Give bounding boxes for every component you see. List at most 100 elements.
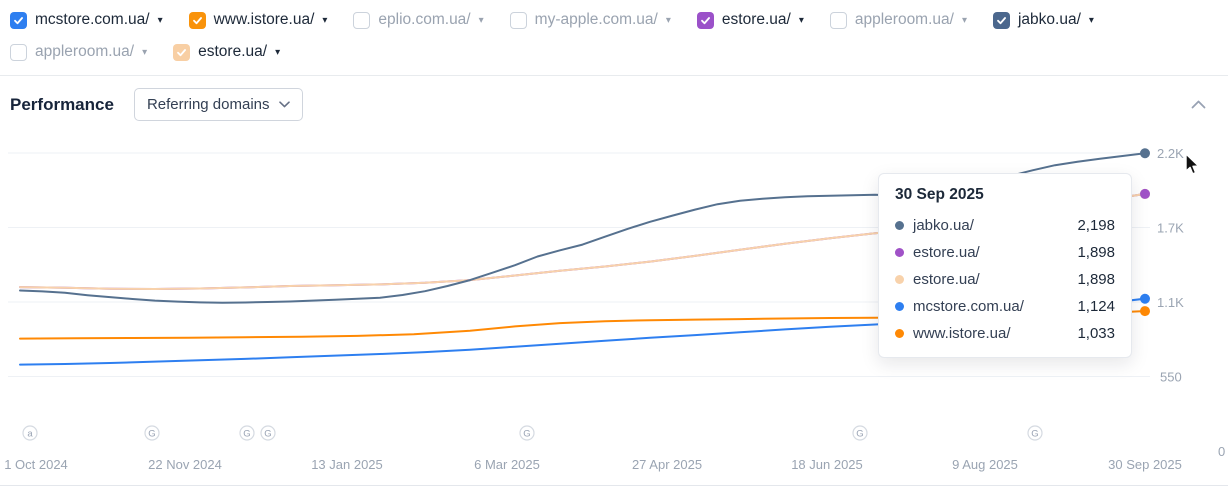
checked-checkbox[interactable]: [696, 11, 714, 29]
tooltip-row: estore.ua/1,898: [895, 239, 1115, 266]
series-end-dot[interactable]: [1140, 188, 1150, 199]
domain-filter-chip[interactable]: my-apple.com.ua/ ▾: [509, 10, 671, 30]
tooltip-rows: jabko.ua/2,198 estore.ua/1,898 estore.ua/1…: [895, 212, 1115, 347]
google-update-marker-icon[interactable]: [519, 425, 535, 441]
unchecked-checkbox[interactable]: [509, 11, 527, 29]
google-update-marker-label: G: [243, 429, 250, 440]
google-update-marker-label: G: [1031, 429, 1038, 440]
domain-filter-bar: mcstore.com.ua/▾ www.istore.ua/▾ eplio.com…: [0, 0, 1228, 76]
checked-checkbox[interactable]: [188, 11, 206, 29]
series-color-dot: [895, 221, 904, 230]
domain-label: appleroom.ua/: [854, 11, 954, 28]
series-color-dot: [895, 248, 904, 257]
tooltip-series-name: jabko.ua/: [913, 217, 974, 234]
tooltip-series-value: 1,124: [1077, 298, 1115, 315]
x-axis-label: 27 Apr 2025: [632, 457, 702, 472]
chart-tooltip: 30 Sep 2025 jabko.ua/2,198 estore.ua/1,89…: [878, 173, 1132, 358]
domain-label: my-apple.com.ua/: [534, 11, 658, 28]
domain-label: appleroom.ua/: [35, 43, 135, 60]
tooltip-series-name: mcstore.com.ua/: [913, 298, 1024, 315]
domain-filter-chip[interactable]: appleroom.ua/ ▾: [10, 42, 147, 62]
domain-filter-chip[interactable]: appleroom.ua/ ▾: [829, 10, 967, 30]
unchecked-checkbox[interactable]: [829, 11, 847, 29]
y-axis-label: 1.7K: [1157, 221, 1184, 236]
domain-dropdown-caret[interactable]: ▾: [275, 47, 281, 58]
domain-dropdown-caret[interactable]: ▾: [665, 15, 671, 26]
tooltip-series-value: 1,898: [1077, 271, 1115, 288]
google-update-marker-icon[interactable]: [239, 425, 255, 441]
series-end-dot[interactable]: [1140, 306, 1150, 317]
tooltip-series-value: 1,033: [1077, 325, 1115, 342]
domain-dropdown-caret[interactable]: ▾: [142, 47, 148, 58]
domain-label: jabko.ua/: [1017, 11, 1081, 28]
domain-label: estore.ua/: [198, 43, 268, 60]
domain-dropdown-caret[interactable]: ▾: [322, 15, 328, 26]
tooltip-row: www.istore.ua/1,033: [895, 320, 1115, 347]
series-color-dot: [895, 302, 904, 311]
x-axis-label: 22 Nov 2024: [148, 457, 222, 472]
domain-filter-chip[interactable]: eplio.com.ua/ ▾: [353, 10, 484, 30]
tooltip-row: jabko.ua/2,198: [895, 212, 1115, 239]
tooltip-series-name: estore.ua/: [913, 271, 980, 288]
tooltip-series-value: 2,198: [1077, 217, 1115, 234]
domain-dropdown-caret[interactable]: ▾: [961, 15, 967, 26]
domain-filter-chip[interactable]: estore.ua/ ▾: [173, 42, 280, 62]
google-update-marker-icon[interactable]: [144, 425, 160, 441]
google-update-marker-icon[interactable]: [1027, 425, 1043, 441]
chart-area[interactable]: 2.2K 1.7K 1.1K 550 0 1 Oct 2024 22 Nov 2024 13 …: [0, 129, 1228, 483]
x-axis-label: 9 Aug 2025: [952, 457, 1018, 472]
domain-filter-chip[interactable]: jabko.ua/ ▾: [992, 10, 1094, 30]
google-update-marker-icon[interactable]: [260, 425, 276, 441]
x-axis-label: 30 Sep 2025: [1108, 457, 1182, 472]
checked-checkbox[interactable]: [173, 43, 191, 61]
collapse-panel-button[interactable]: [1189, 98, 1208, 111]
google-update-marker-label: G: [148, 429, 155, 440]
google-update-marker-label: G: [856, 429, 863, 440]
domain-filter-chip[interactable]: www.istore.ua/ ▾: [188, 10, 328, 30]
tooltip-series-value: 1,898: [1077, 244, 1115, 261]
domain-dropdown-caret[interactable]: ▾: [478, 15, 484, 26]
tooltip-date: 30 Sep 2025: [895, 186, 984, 203]
unchecked-checkbox[interactable]: [353, 11, 371, 29]
check-icon: [192, 16, 202, 24]
domain-filter-chip[interactable]: estore.ua/ ▾: [696, 10, 804, 30]
google-update-marker-icon[interactable]: [852, 425, 868, 441]
domain-dropdown-caret[interactable]: ▾: [798, 15, 804, 26]
x-axis-label: 18 Jun 2025: [791, 457, 863, 472]
chevron-up-icon: [1191, 100, 1206, 109]
metric-dropdown-label: Referring domains: [146, 96, 270, 113]
metric-dropdown[interactable]: Referring domains: [133, 88, 303, 121]
google-update-marker-label: a: [27, 429, 33, 440]
google-update-marker-label: G: [523, 429, 530, 440]
domain-label: www.istore.ua/: [213, 11, 315, 28]
series-end-dot[interactable]: [1140, 148, 1150, 159]
panel-title: Performance: [10, 94, 114, 114]
checked-checkbox[interactable]: [992, 11, 1010, 29]
series-color-dot: [895, 275, 904, 284]
series-color-dot: [895, 329, 904, 338]
domain-filter-chip[interactable]: mcstore.com.ua/ ▾: [10, 10, 163, 30]
google-update-marker-icon[interactable]: [22, 425, 38, 441]
tooltip-series-name: estore.ua/: [913, 244, 980, 261]
x-axis-label: 6 Mar 2025: [474, 457, 540, 472]
chevron-down-icon: [278, 101, 290, 108]
x-axis-label: 13 Jan 2025: [311, 457, 383, 472]
tooltip-row: mcstore.com.ua/1,124: [895, 293, 1115, 320]
unchecked-checkbox[interactable]: [10, 43, 27, 61]
y-axis-label: 0: [1218, 444, 1225, 459]
y-axis-label: 1.1K: [1157, 295, 1184, 310]
checked-checkbox[interactable]: [10, 11, 27, 29]
google-update-marker-label: G: [264, 429, 271, 440]
domain-dropdown-caret[interactable]: ▾: [157, 15, 163, 26]
series-end-dot[interactable]: [1140, 293, 1150, 304]
y-axis-label: 550: [1160, 370, 1182, 385]
domain-label: mcstore.com.ua/: [35, 11, 150, 28]
check-icon: [177, 48, 187, 56]
domain-dropdown-caret[interactable]: ▾: [1088, 15, 1094, 26]
check-icon: [997, 16, 1006, 24]
x-axis-label: 1 Oct 2024: [4, 457, 68, 472]
check-icon: [14, 16, 23, 24]
y-axis-label: 2.2K: [1157, 146, 1184, 161]
check-icon: [700, 16, 710, 24]
